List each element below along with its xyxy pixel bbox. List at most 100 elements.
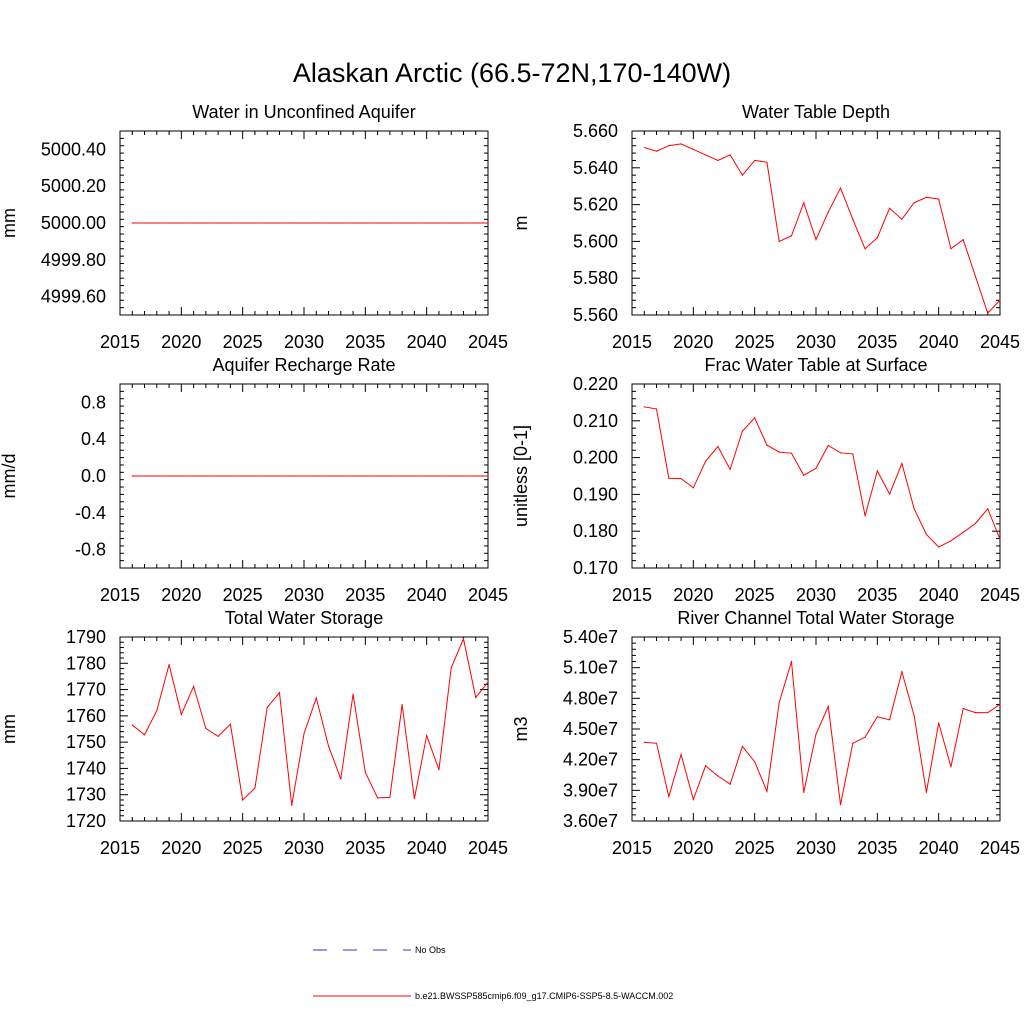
data-point [839,452,842,454]
data-point [938,198,940,200]
data-point [389,475,391,477]
x-tick-label: 2020 [673,838,713,858]
y-tick-label: 5.10e7 [563,658,618,678]
y-tick-label: 5.560 [573,305,618,325]
y-axis-label: mm/d [0,454,19,499]
data-point [242,799,244,801]
y-tick-label: 5.620 [573,195,618,215]
y-tick-label: 5.600 [573,231,618,251]
data-point [815,238,817,241]
x-tick-label: 2035 [345,585,385,605]
data-point [692,148,694,150]
x-tick-label: 2020 [161,585,201,605]
y-tick-label: 1750 [66,732,106,752]
data-point [352,475,354,477]
x-tick-label: 2040 [919,585,959,605]
x-tick-label: 2025 [735,332,775,352]
y-tick-label: 5.640 [573,158,618,178]
data-point [901,462,903,465]
data-point [475,222,477,224]
data-point [692,798,694,801]
data-point [217,222,219,224]
panel-title: Water in Unconfined Aquifer [192,102,415,122]
data-point [364,771,366,773]
series-line-1 [644,143,1001,315]
panel-title: Aquifer Recharge Rate [212,355,395,375]
x-tick-label: 2030 [284,332,324,352]
data-point [852,218,854,220]
data-point [962,238,964,241]
y-tick-label: 4.20e7 [563,750,618,770]
data-point [827,705,829,708]
chart-panel-4: Frac Water Table at Surface unitless [0-1… [511,355,1020,605]
y-tick-label: 0.4 [81,429,106,449]
data-point [438,769,440,771]
data-point [754,159,756,162]
y-tick-label: 4.50e7 [563,719,618,739]
data-point [205,727,207,730]
data-point [778,451,780,453]
x-tick-label: 2040 [407,332,447,352]
y-tick-label: 0.220 [573,374,618,394]
figure-title: Alaskan Arctic (66.5-72N,170-140W) [293,58,731,88]
data-point [803,474,805,476]
data-point [401,703,403,706]
data-point [705,154,707,156]
y-tick-label: 1740 [66,758,106,778]
y-tick-label: 0.210 [573,411,618,431]
data-point [462,222,465,224]
data-point [643,406,645,408]
x-tick-label: 2020 [673,332,713,352]
y-tick-label: 0.200 [573,448,618,468]
data-point [254,475,256,477]
data-point [315,475,317,477]
data-point [438,475,440,477]
x-tick-label: 2025 [735,838,775,858]
series-line-1 [644,661,1001,805]
data-point [315,222,317,224]
data-point [413,222,415,224]
x-tick-label: 2025 [223,838,263,858]
data-point [242,222,244,224]
x-tick-label: 2030 [796,838,836,858]
data-point [450,475,452,477]
y-tick-label: 5.40e7 [563,627,618,647]
data-point [340,222,342,224]
y-tick-label: 4999.60 [41,287,106,307]
data-point [852,742,854,744]
data-point [168,475,170,477]
data-point [668,477,670,479]
x-tick-label: 2035 [345,838,385,858]
data-point [729,154,731,156]
data-point [340,475,342,477]
y-tick-label: 3.60e7 [563,811,618,831]
data-point [889,207,891,209]
data-point [925,791,928,793]
data-point [389,796,391,798]
data-point [741,174,744,176]
data-point [278,475,281,477]
x-tick-label: 2015 [612,838,652,858]
x-tick-label: 2045 [468,332,508,352]
data-point [266,475,268,477]
data-point [168,664,170,666]
y-tick-label: 3.90e7 [563,780,618,800]
y-tick-label: 0.8 [81,392,106,412]
y-tick-label: 1770 [66,680,106,700]
data-point [131,475,133,477]
data-point [729,783,731,785]
data-point [229,222,231,224]
chart-panel-5: Total Water Storage mm 2015 2020 2025 2030 203… [0,608,508,858]
data-point [352,222,354,224]
data-point [401,222,403,224]
plot-frame [631,383,1001,569]
y-tick-label: 5000.00 [41,213,106,233]
data-point [766,161,768,163]
data-point [327,745,330,747]
data-point [180,475,182,477]
data-point [143,222,146,224]
data-point [778,701,780,704]
data-point [754,417,756,419]
x-tick-label: 2030 [796,332,836,352]
